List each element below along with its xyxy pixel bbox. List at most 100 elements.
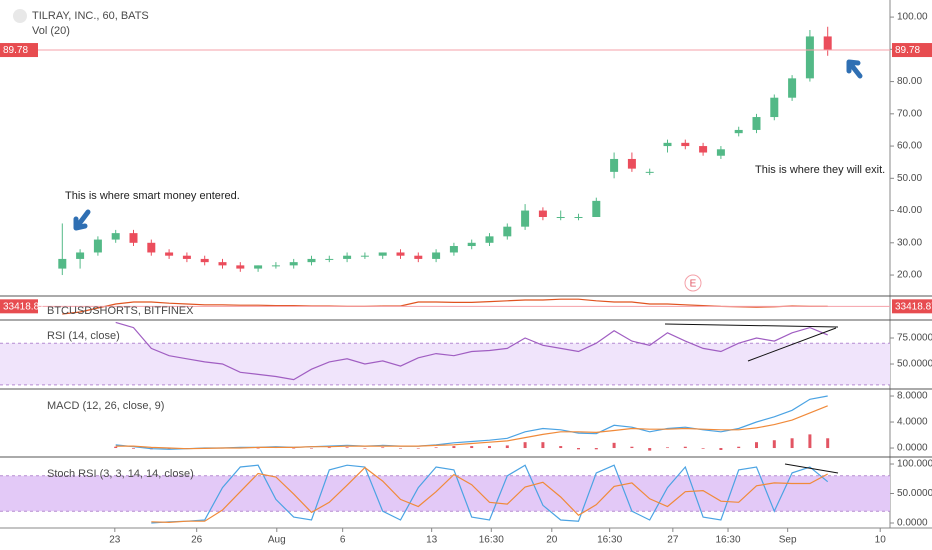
y-tick-label: 8.0000 <box>897 391 928 402</box>
candle-body <box>770 97 779 118</box>
candle-body <box>788 78 797 98</box>
price-label: 89.78 <box>3 45 28 56</box>
candle-body <box>449 246 458 253</box>
series-line <box>151 466 828 524</box>
candle-body <box>521 210 530 227</box>
y-tick-label: 30.00 <box>897 237 922 248</box>
candle-body <box>360 255 369 257</box>
band <box>0 475 890 512</box>
histogram-bar <box>737 446 741 449</box>
candle-body <box>467 242 476 247</box>
trendline <box>784 463 839 474</box>
candle-body <box>716 149 725 156</box>
y-tick-label: 75.0000 <box>897 333 932 344</box>
histogram-bar <box>399 448 402 449</box>
histogram-bar <box>648 448 652 451</box>
histogram-bar <box>256 448 260 449</box>
candle-body <box>271 265 280 267</box>
histogram-bar <box>541 442 545 449</box>
y-tick-label: 60.00 <box>897 141 922 152</box>
candle-body <box>645 171 654 173</box>
price-box <box>0 299 38 314</box>
candle-body <box>165 252 174 256</box>
candle-body <box>823 36 832 51</box>
price-label: 89.78 <box>895 45 920 56</box>
x-tick-label: 26 <box>191 535 203 546</box>
y-tick-label: 100.0000 <box>897 459 932 470</box>
candle-body <box>396 252 405 256</box>
price-box <box>0 43 38 58</box>
histogram-bar <box>755 442 758 449</box>
candle-body <box>325 258 334 260</box>
series-line <box>151 464 829 524</box>
y-tick-label: 20.00 <box>897 270 922 281</box>
candle-body <box>432 252 441 259</box>
earnings-marker[interactable] <box>684 274 702 292</box>
price-label: 33418.87 <box>3 301 45 312</box>
candle-body <box>592 200 601 218</box>
y-tick-label: 50.00 <box>897 173 922 184</box>
price-box <box>892 43 932 58</box>
histogram-bar <box>790 438 794 449</box>
candle-body <box>93 239 102 253</box>
histogram-bar <box>559 446 563 449</box>
histogram-bar <box>452 446 456 449</box>
y-tick-label: 40.00 <box>897 205 922 216</box>
histogram-bar <box>292 448 296 449</box>
candle-body <box>485 236 494 243</box>
candle-body <box>58 258 67 269</box>
histogram-bar <box>363 448 367 449</box>
histogram-bar <box>132 448 135 449</box>
pane-title: RSI (14, close) <box>47 330 120 342</box>
x-tick-label: Aug <box>268 535 286 546</box>
histogram-bar <box>345 447 349 449</box>
x-tick-label: 16:30 <box>716 535 741 546</box>
candle-body <box>218 262 227 266</box>
histogram-bar <box>719 448 723 450</box>
candle-body <box>805 36 814 79</box>
candle-body <box>556 217 565 219</box>
y-tick-label: 80.00 <box>897 76 922 87</box>
candle-body <box>574 217 583 219</box>
histogram-bar <box>416 448 420 449</box>
x-tick-label: 27 <box>667 535 679 546</box>
candle-body <box>610 158 619 172</box>
candle-body <box>182 255 191 259</box>
histogram-bar <box>666 447 669 449</box>
symbol-logo <box>13 9 27 23</box>
series-line <box>115 405 828 450</box>
candle-body <box>414 255 423 259</box>
x-tick-label: 10 <box>875 535 887 546</box>
candle-body <box>343 255 352 259</box>
histogram-bar <box>612 442 616 449</box>
series-line <box>115 321 828 381</box>
histogram-bar <box>630 446 634 449</box>
histogram-bar <box>577 448 580 450</box>
candle-body <box>129 233 138 243</box>
histogram-bar <box>167 448 171 450</box>
x-tick-label: 13 <box>426 535 438 546</box>
candle-body <box>734 129 743 134</box>
candle-body <box>538 210 547 218</box>
candle-body <box>681 142 690 147</box>
arrow-exit <box>846 59 863 79</box>
candle-body <box>663 142 672 147</box>
histogram-bar <box>488 446 491 449</box>
candle-body <box>378 252 387 256</box>
pane-title: MACD (12, 26, close, 9) <box>47 400 164 412</box>
series-line <box>62 298 828 315</box>
pane-title: BTCUSDSHORTS, BITFINEX <box>47 305 194 317</box>
x-tick-label: Sep <box>779 535 797 546</box>
histogram-bar <box>310 448 313 449</box>
price-label: 33418.87 <box>895 301 932 312</box>
candle-body <box>627 158 636 169</box>
histogram-bar <box>683 446 687 449</box>
candle-body <box>307 258 316 263</box>
x-tick-label: 16:30 <box>479 535 504 546</box>
candle-body <box>236 265 245 269</box>
histogram-bar <box>826 438 830 449</box>
y-tick-label: 100.00 <box>897 12 928 23</box>
y-tick-label: 50.0000 <box>897 359 932 370</box>
